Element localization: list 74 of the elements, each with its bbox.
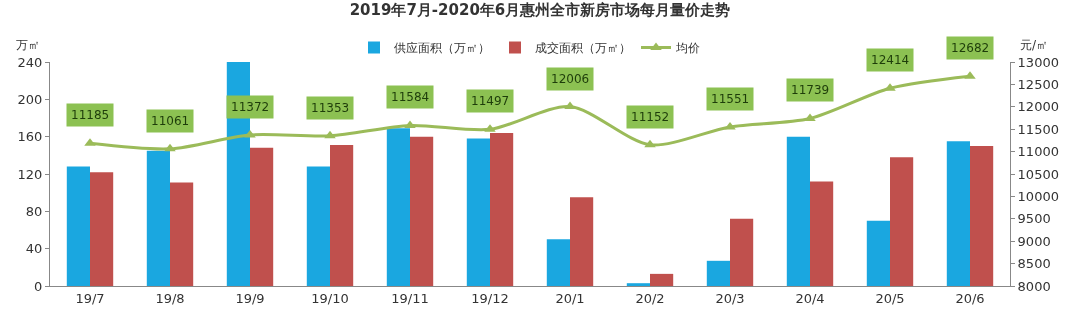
legend-label: 供应面积（万㎡） bbox=[394, 41, 490, 56]
bar bbox=[546, 239, 570, 286]
bar bbox=[490, 132, 514, 286]
legend-label: 成交面积（万㎡） bbox=[535, 41, 631, 56]
y2-tick-label: 12000 bbox=[1017, 99, 1059, 115]
y-axis-title: 万㎡ bbox=[16, 38, 40, 52]
bar bbox=[170, 182, 194, 286]
bar bbox=[866, 220, 890, 286]
bar bbox=[66, 166, 90, 286]
x-tick-label: 19/7 bbox=[75, 290, 105, 306]
y-tick-label: 240 bbox=[17, 54, 43, 70]
x-tick-label: 20/4 bbox=[795, 290, 825, 306]
data-label: 11739 bbox=[791, 83, 830, 97]
x-tick-label: 20/2 bbox=[635, 290, 665, 306]
data-label: 11185 bbox=[71, 108, 110, 122]
bar bbox=[946, 141, 970, 286]
y2-axis-title: 元/㎡ bbox=[1020, 38, 1049, 52]
bar bbox=[466, 138, 490, 286]
data-label: 11061 bbox=[151, 114, 190, 128]
legend-label: 均价 bbox=[675, 41, 700, 56]
bar bbox=[786, 136, 810, 286]
bar bbox=[306, 166, 330, 286]
y-tick-label: 120 bbox=[17, 166, 43, 182]
bar bbox=[386, 128, 410, 286]
bar bbox=[330, 145, 354, 286]
x-tick-label: 19/11 bbox=[391, 290, 429, 306]
y2-tick-label: 8500 bbox=[1017, 256, 1051, 272]
bar bbox=[706, 260, 730, 286]
x-tick-label: 20/1 bbox=[555, 290, 585, 306]
data-label: 11372 bbox=[231, 100, 270, 114]
point bbox=[564, 101, 576, 110]
data-label: 12682 bbox=[951, 41, 990, 55]
data-label: 12414 bbox=[871, 53, 910, 67]
y2-tick-label: 11000 bbox=[1017, 144, 1059, 160]
x-tick-label: 20/3 bbox=[715, 290, 745, 306]
point bbox=[324, 130, 336, 139]
data-label: 11551 bbox=[711, 92, 750, 106]
bar bbox=[890, 157, 914, 286]
y-tick-label: 40 bbox=[25, 241, 43, 257]
data-label: 12006 bbox=[551, 72, 590, 86]
bar bbox=[650, 273, 674, 286]
y2-tick-label: 8000 bbox=[1017, 278, 1051, 294]
bar bbox=[410, 136, 434, 286]
x-tick-label: 19/10 bbox=[311, 290, 349, 306]
data-label: 11497 bbox=[471, 94, 510, 108]
bar bbox=[730, 218, 754, 286]
y-tick-label: 200 bbox=[17, 91, 43, 107]
y2-tick-label: 11500 bbox=[1017, 121, 1059, 137]
x-tick-label: 19/8 bbox=[155, 290, 185, 306]
bar bbox=[970, 146, 994, 286]
x-tick-label: 20/6 bbox=[955, 290, 985, 306]
bar bbox=[570, 197, 594, 286]
bar bbox=[810, 181, 834, 286]
bar bbox=[90, 172, 114, 286]
y-tick-label: 80 bbox=[25, 203, 43, 219]
y2-tick-label: 13000 bbox=[1017, 54, 1059, 70]
y2-tick-label: 12500 bbox=[1017, 76, 1059, 92]
y2-tick-label: 10500 bbox=[1017, 166, 1059, 182]
x-tick-label: 20/5 bbox=[875, 290, 905, 306]
x-tick-label: 19/9 bbox=[235, 290, 265, 306]
data-label: 11152 bbox=[631, 110, 670, 124]
chart-title: 2019年7月-2020年6月惠州全市新房市场每月量价走势 bbox=[349, 1, 731, 20]
y2-tick-label: 9500 bbox=[1017, 211, 1051, 227]
y-tick-label: 0 bbox=[34, 278, 43, 294]
y2-tick-label: 10000 bbox=[1017, 188, 1059, 204]
bar bbox=[146, 150, 170, 286]
point bbox=[644, 139, 656, 148]
x-tick-label: 19/12 bbox=[471, 290, 509, 306]
bar bbox=[250, 147, 274, 286]
y2-tick-label: 9000 bbox=[1017, 233, 1051, 249]
data-label: 11353 bbox=[311, 101, 350, 115]
y-tick-label: 160 bbox=[17, 129, 43, 145]
data-label: 11584 bbox=[391, 90, 430, 104]
bar bbox=[626, 283, 650, 286]
